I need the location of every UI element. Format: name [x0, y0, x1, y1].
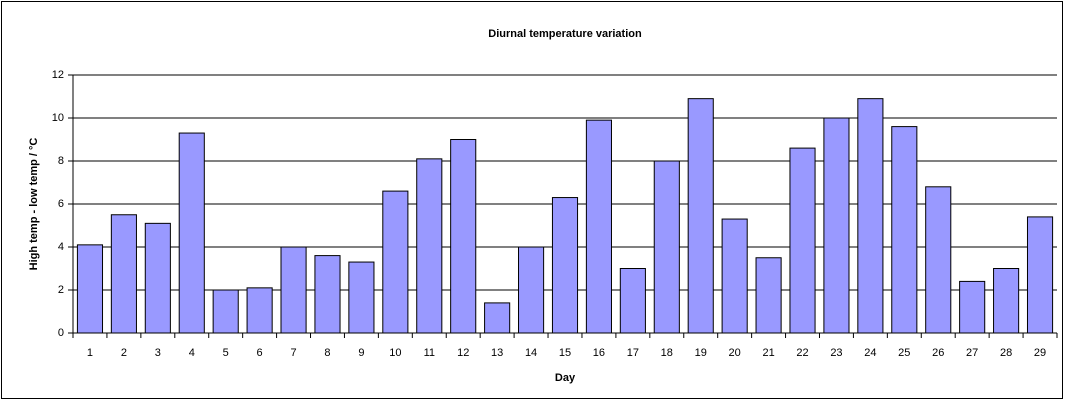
x-tick-label: 20: [729, 347, 741, 359]
bar: [348, 261, 375, 334]
bar: [925, 186, 952, 334]
x-tick-label: 25: [898, 347, 910, 359]
x-tick-label: 23: [830, 347, 842, 359]
x-tick-label: 24: [864, 347, 876, 359]
bar: [246, 287, 273, 334]
x-tick-label: 7: [290, 347, 296, 359]
x-tick-label: 9: [358, 347, 364, 359]
bar: [280, 246, 307, 334]
x-tick-label: 6: [257, 347, 263, 359]
y-tick-label: 12: [52, 69, 64, 81]
x-tick-label: 18: [661, 347, 673, 359]
x-tick-label: 1: [87, 347, 93, 359]
x-tick-label: 15: [559, 347, 571, 359]
bar: [178, 132, 205, 334]
x-tick-label: 12: [457, 347, 469, 359]
x-tick-label: 29: [1034, 347, 1046, 359]
x-tick-label: 14: [525, 347, 537, 359]
bar: [518, 246, 545, 334]
x-tick-label: 3: [155, 347, 161, 359]
y-tick-label: 4: [58, 241, 64, 253]
bar: [314, 255, 341, 334]
x-tick-label: 28: [1000, 347, 1012, 359]
x-tick-label: 21: [762, 347, 774, 359]
bar: [823, 117, 850, 334]
bar: [1026, 216, 1054, 334]
y-tick-label: 6: [58, 198, 64, 210]
x-axis-label: Day: [555, 372, 576, 384]
x-tick-label: 13: [491, 347, 503, 359]
x-tick-label: 19: [695, 347, 707, 359]
y-tick-label: 0: [58, 327, 64, 339]
chart-title: Diurnal temperature variation: [488, 28, 642, 40]
bar: [144, 222, 171, 334]
x-tick-label: 5: [223, 347, 229, 359]
x-tick-label: 2: [121, 347, 127, 359]
y-tick-label: 8: [58, 155, 64, 167]
bar: [857, 98, 884, 334]
x-tick-label: 8: [324, 347, 330, 359]
bar: [484, 302, 511, 334]
x-tick-label: 27: [966, 347, 978, 359]
x-tick-label: 17: [627, 347, 639, 359]
x-tick-label: 16: [593, 347, 605, 359]
bar: [993, 268, 1020, 334]
bar: [450, 139, 477, 334]
bar: [653, 160, 680, 334]
bar: [789, 147, 816, 334]
x-tick-label: 11: [424, 347, 435, 359]
x-tick-label: 10: [389, 347, 401, 359]
y-axis-label: High temp - low temp / °C: [28, 138, 40, 271]
bar: [721, 218, 748, 334]
bar: [585, 119, 612, 334]
bar: [619, 268, 646, 334]
bar: [110, 214, 137, 334]
bar: [416, 158, 443, 334]
bar: [755, 257, 782, 334]
bar: [76, 244, 104, 334]
bar: [551, 197, 579, 334]
y-tick-label: 10: [52, 112, 64, 124]
bar: [212, 289, 239, 334]
y-tick-label: 2: [58, 284, 64, 296]
bar: [891, 126, 918, 334]
bar: [382, 190, 409, 334]
x-tick-label: 26: [932, 347, 944, 359]
bar: [959, 280, 986, 334]
x-tick-label: 4: [189, 347, 195, 359]
x-tick-label: 22: [796, 347, 808, 359]
bar: [687, 98, 714, 334]
